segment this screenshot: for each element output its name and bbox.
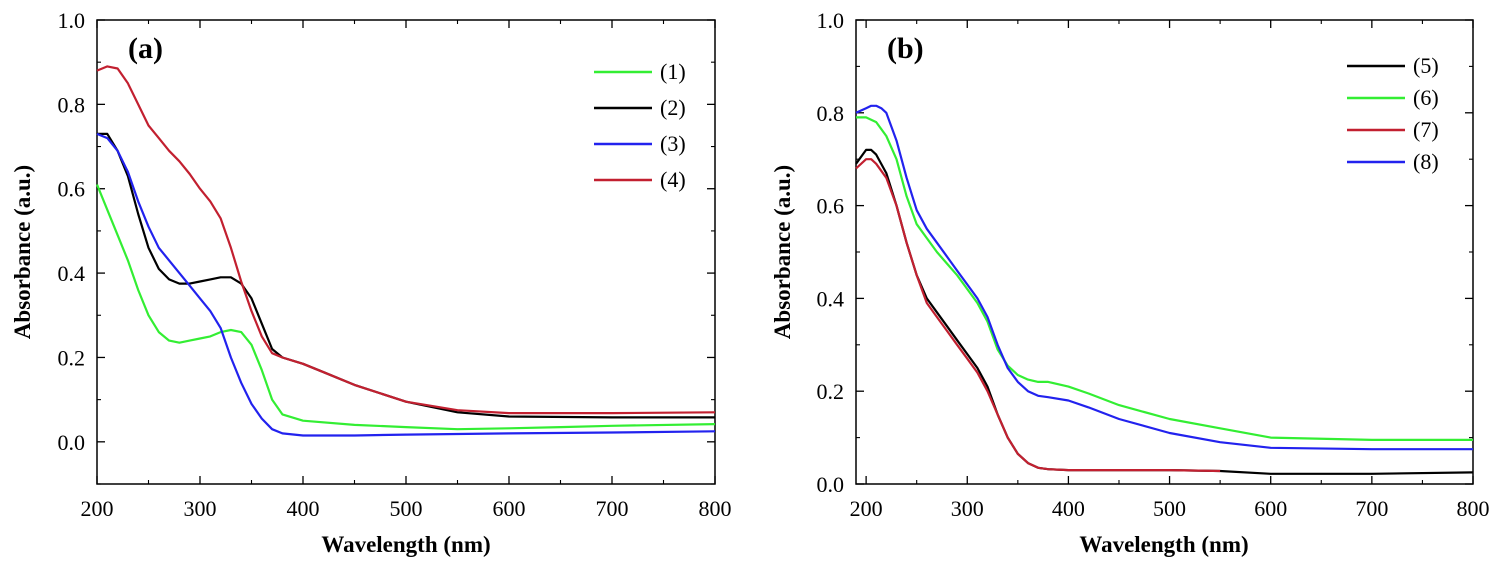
x-tick-label: 500 (390, 496, 423, 521)
legend-label: (1) (660, 59, 686, 84)
x-tick-label: 800 (699, 496, 732, 521)
x-tick-label: 500 (1153, 496, 1186, 521)
ticks-a: 200 300 400 500 600 700 800 0.0 0.2 0.4 0.6 0.8 1.0 (58, 8, 732, 521)
x-tick-label: 600 (493, 496, 526, 521)
panel-label-a: (a) (128, 32, 163, 65)
series-a (95, 65, 716, 437)
legend-label: (5) (1413, 53, 1439, 78)
panel-a: 200 300 400 500 600 700 8000.00.20.40.60.81.0 … (10, 8, 732, 557)
y-tick-label: 0.2 (817, 379, 845, 404)
y-tick-label: 0.2 (58, 345, 86, 370)
y-axis-title-b: Absorbance (a.u.) (770, 165, 795, 339)
ticks-b: 200 300 400 500 600 700 800 0.0 0.2 0.4 0.6 0.8 1.0 (817, 8, 1490, 521)
legend-b: (5) (6) (7) (8) (1347, 53, 1439, 174)
x-tick-label: 200 (850, 496, 883, 521)
y-tick-label: 0.8 (817, 101, 845, 126)
legend-label: (8) (1413, 149, 1439, 174)
y-tick-label: 0.4 (817, 286, 845, 311)
x-tick-label: 300 (951, 496, 984, 521)
legend-label: (4) (660, 167, 686, 192)
y-tick-label: 0.0 (58, 430, 86, 455)
plot-frame-b (855, 19, 1474, 485)
y-tick-label: 0.4 (58, 261, 86, 286)
x-axis-title-b: Wavelength (nm) (1079, 532, 1248, 557)
x-axis-title-a: Wavelength (nm) (321, 532, 490, 557)
legend-a: (1) (2) (3) (4) (594, 59, 686, 192)
x-tick-label: 800 (1457, 496, 1490, 521)
legend-label: (2) (660, 95, 686, 120)
x-tick-label: 400 (287, 496, 320, 521)
legend-label: (7) (1413, 117, 1439, 142)
x-tick-label: 400 (1052, 496, 1085, 521)
x-tick-label: 300 (184, 496, 217, 521)
y-tick-label: 0.6 (58, 177, 86, 202)
y-tick-label: 1.0 (58, 8, 86, 33)
series-line-7 (855, 158, 1221, 473)
series-line-2 (97, 132, 715, 419)
series-b (855, 104, 1474, 475)
legend-label: (3) (660, 131, 686, 156)
series-line-1 (95, 184, 716, 431)
x-tick-label: 700 (1355, 496, 1388, 521)
legend-label: (6) (1413, 85, 1439, 110)
series-line-6 (856, 116, 1473, 441)
y-tick-label: 0.0 (817, 472, 845, 497)
series-line-3 (96, 132, 716, 437)
series-line-4 (96, 65, 716, 415)
plot-frame-a (96, 19, 716, 485)
y-tick-label: 0.8 (58, 92, 86, 117)
x-tick-label: 700 (596, 496, 629, 521)
y-axis-title-a: Absorbance (a.u.) (10, 165, 35, 339)
series-line-5 (855, 148, 1474, 475)
y-tick-label: 0.6 (817, 194, 845, 219)
series-line-8 (855, 104, 1473, 451)
x-tick-label: 600 (1254, 496, 1287, 521)
x-tick-label: 200 (81, 496, 114, 521)
y-tick-label: 1.0 (817, 8, 845, 33)
panel-label-b: (b) (887, 32, 924, 65)
panel-b: 200 300 400 500 600 700 8000.00.20.40.60.81.0 … (770, 8, 1490, 557)
